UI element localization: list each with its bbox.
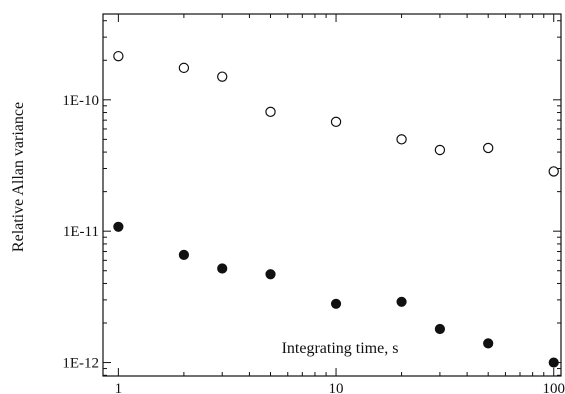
y-tick-label: 1E-12 <box>62 356 99 372</box>
x-tick-label: 1 <box>115 381 123 394</box>
data-points <box>113 50 559 368</box>
tick-labels: 1 10 100 1E-12 1E-11 1E-10 <box>62 93 565 394</box>
filled-circle-point <box>217 263 228 274</box>
open-circle-point <box>548 166 559 177</box>
x-axis-label: Integrating time, s <box>282 340 399 357</box>
x-tick-label: 100 <box>542 381 565 394</box>
axis-ticks <box>103 14 561 376</box>
filled-circle-point <box>434 323 446 335</box>
filled-circle-point <box>483 338 494 349</box>
filled-circle-point <box>548 357 559 368</box>
filled-circle-point <box>265 269 276 280</box>
open-circle-point <box>217 71 228 82</box>
plot-frame <box>102 13 562 377</box>
open-circle-point <box>330 116 342 128</box>
filled-circle-point <box>113 221 124 232</box>
open-circle-point <box>178 62 190 74</box>
open-circle-point <box>434 144 446 156</box>
y-tick-label: 1E-10 <box>62 93 99 109</box>
open-circle-point <box>482 142 494 154</box>
open-circle-point <box>265 106 276 118</box>
open-circle-point <box>113 50 124 62</box>
y-tick-label: 1E-11 <box>63 224 99 240</box>
x-tick-label: 10 <box>329 381 344 394</box>
filled-circle-point <box>330 298 342 309</box>
filled-circle-point <box>396 296 407 307</box>
open-circle-point <box>396 134 407 145</box>
y-axis-label: Relative Allan variance <box>10 102 27 252</box>
filled-circle-point <box>178 249 189 260</box>
